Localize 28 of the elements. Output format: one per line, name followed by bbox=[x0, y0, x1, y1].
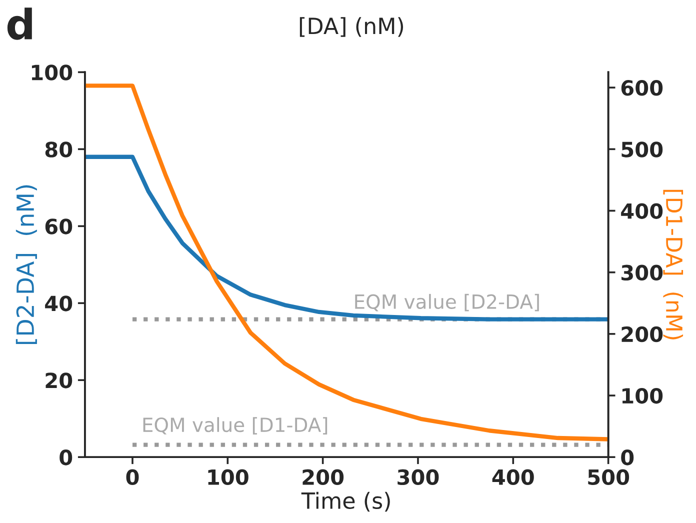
y2-tick-label: 300 bbox=[622, 264, 663, 281]
annotation: EQM value [D2-DA] bbox=[355, 294, 539, 312]
y2-tick-label: 600 bbox=[621, 80, 663, 96]
text: d bbox=[7, 8, 32, 40]
y-tick-label: 40 bbox=[45, 296, 72, 312]
y2-tick-label: 200 bbox=[622, 326, 663, 342]
y2-tick-label: 0 bbox=[621, 450, 634, 466]
y-axis-title: [D2-DA] (nM) bbox=[16, 185, 37, 344]
x-tick-label: 100 bbox=[208, 469, 248, 486]
y-tick-label: 100 bbox=[32, 64, 72, 80]
y2-axis-title: [D1-DA] (nM) bbox=[663, 190, 684, 340]
y-tick-label: 80 bbox=[45, 142, 72, 158]
x-tick-label: 300 bbox=[398, 469, 439, 486]
y2-tick-label: 500 bbox=[622, 142, 663, 158]
y2-tick-label: 400 bbox=[621, 203, 663, 219]
x-axis-title: Time (s) bbox=[301, 492, 390, 512]
line-series bbox=[84, 84, 608, 442]
x-tick-label: 0 bbox=[126, 469, 139, 486]
y-tick-label: 20 bbox=[46, 372, 72, 388]
y2-tick-label: 100 bbox=[622, 388, 663, 404]
x-tick-label: 200 bbox=[302, 469, 344, 486]
annotation: EQM value [D1-DA] bbox=[143, 417, 328, 434]
y-tick-label: 0 bbox=[60, 450, 72, 466]
x-tick-label: 500 bbox=[588, 469, 630, 486]
x-tick-label: 400 bbox=[492, 469, 534, 486]
line-series bbox=[84, 154, 608, 322]
y-tick-label: 60 bbox=[45, 218, 72, 234]
text: [DA] (nM) bbox=[300, 17, 404, 37]
